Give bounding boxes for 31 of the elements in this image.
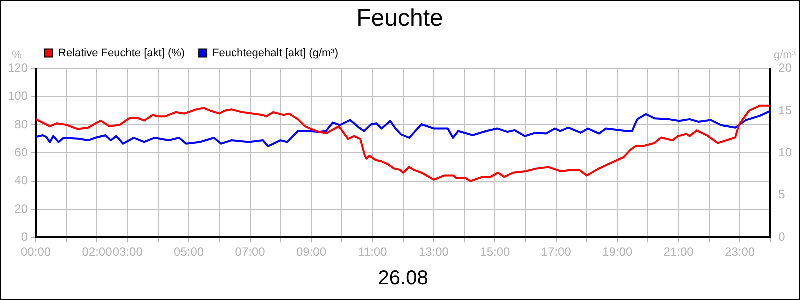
legend-label: Relative Feuchte [akt] (%) (58, 47, 186, 60)
x-tick-label: 00:00 (21, 245, 52, 260)
y2-tick-label: 0 (778, 230, 786, 244)
x-tick-label: 17:00 (541, 245, 572, 260)
x-axis-title: 26.08 (378, 268, 428, 290)
chart-title: Feuchte (356, 5, 444, 32)
x-tick-label: 09:00 (296, 245, 327, 260)
x-tick-label: 03:00 (112, 245, 144, 260)
x-tick-label: 05:00 (174, 245, 204, 260)
legend-label: Feuchtegehalt [akt] (g/m³) (212, 47, 338, 60)
y2-tick-label: 15 (778, 103, 792, 118)
y-tick-label: 80 (14, 117, 28, 132)
y-tick-label: 120 (8, 61, 28, 76)
y2-tick-label: 20 (778, 61, 792, 76)
x-tick-label: 21:00 (664, 245, 694, 260)
y-tick-label: 60 (14, 146, 28, 160)
y2-tick-label: 5 (778, 188, 786, 202)
y-tick-label: 0 (21, 230, 28, 244)
x-tick-label: 13:00 (418, 245, 450, 260)
y-tick-label: 40 (14, 174, 28, 188)
y-axis-title: % (12, 49, 22, 62)
x-tick-label: 02:00 (82, 245, 113, 260)
x-tick-label: 23:00 (725, 245, 756, 260)
x-tick-label: 11:00 (358, 245, 388, 260)
x-tick-label: 07:00 (235, 245, 266, 260)
x-tick-label: 19:00 (602, 245, 633, 260)
y2-tick-label: 10 (778, 146, 792, 160)
y2-axis-title: g/m³ (774, 49, 796, 62)
y-tick-label: 20 (14, 202, 28, 216)
y-tick-label: 100 (8, 89, 28, 104)
x-tick-label: 15:00 (480, 245, 511, 260)
